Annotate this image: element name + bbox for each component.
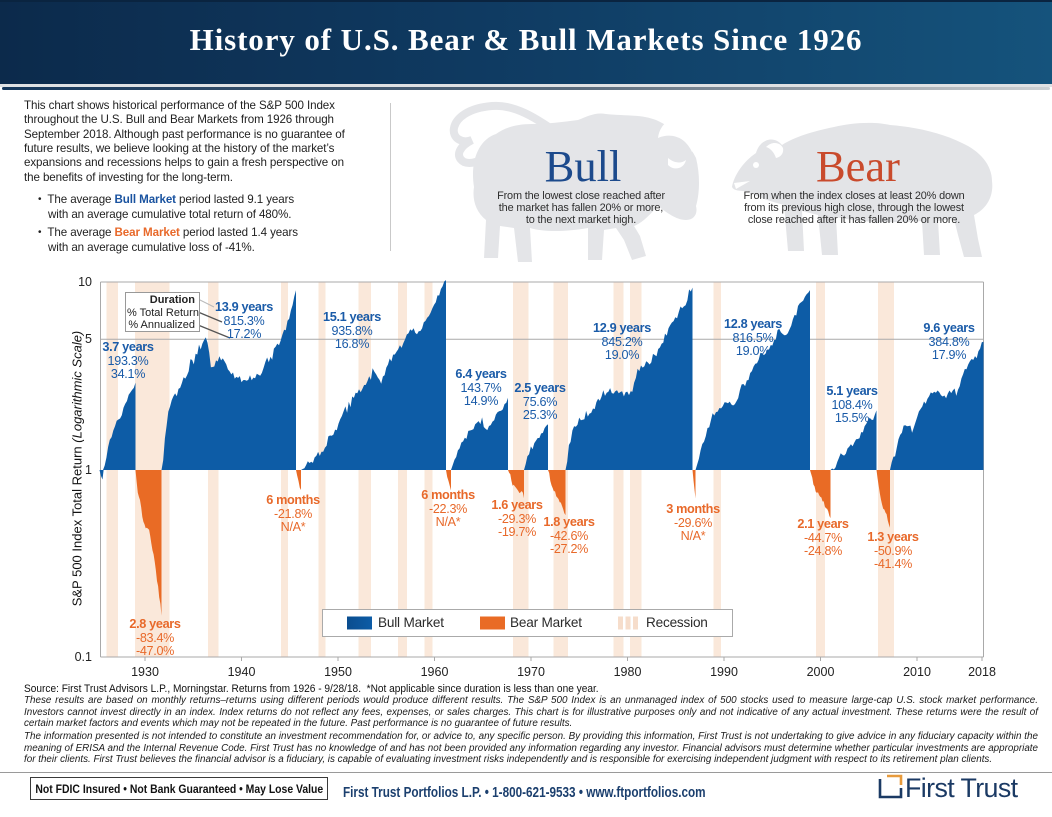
svg-text:First Trust: First Trust (905, 773, 1019, 802)
